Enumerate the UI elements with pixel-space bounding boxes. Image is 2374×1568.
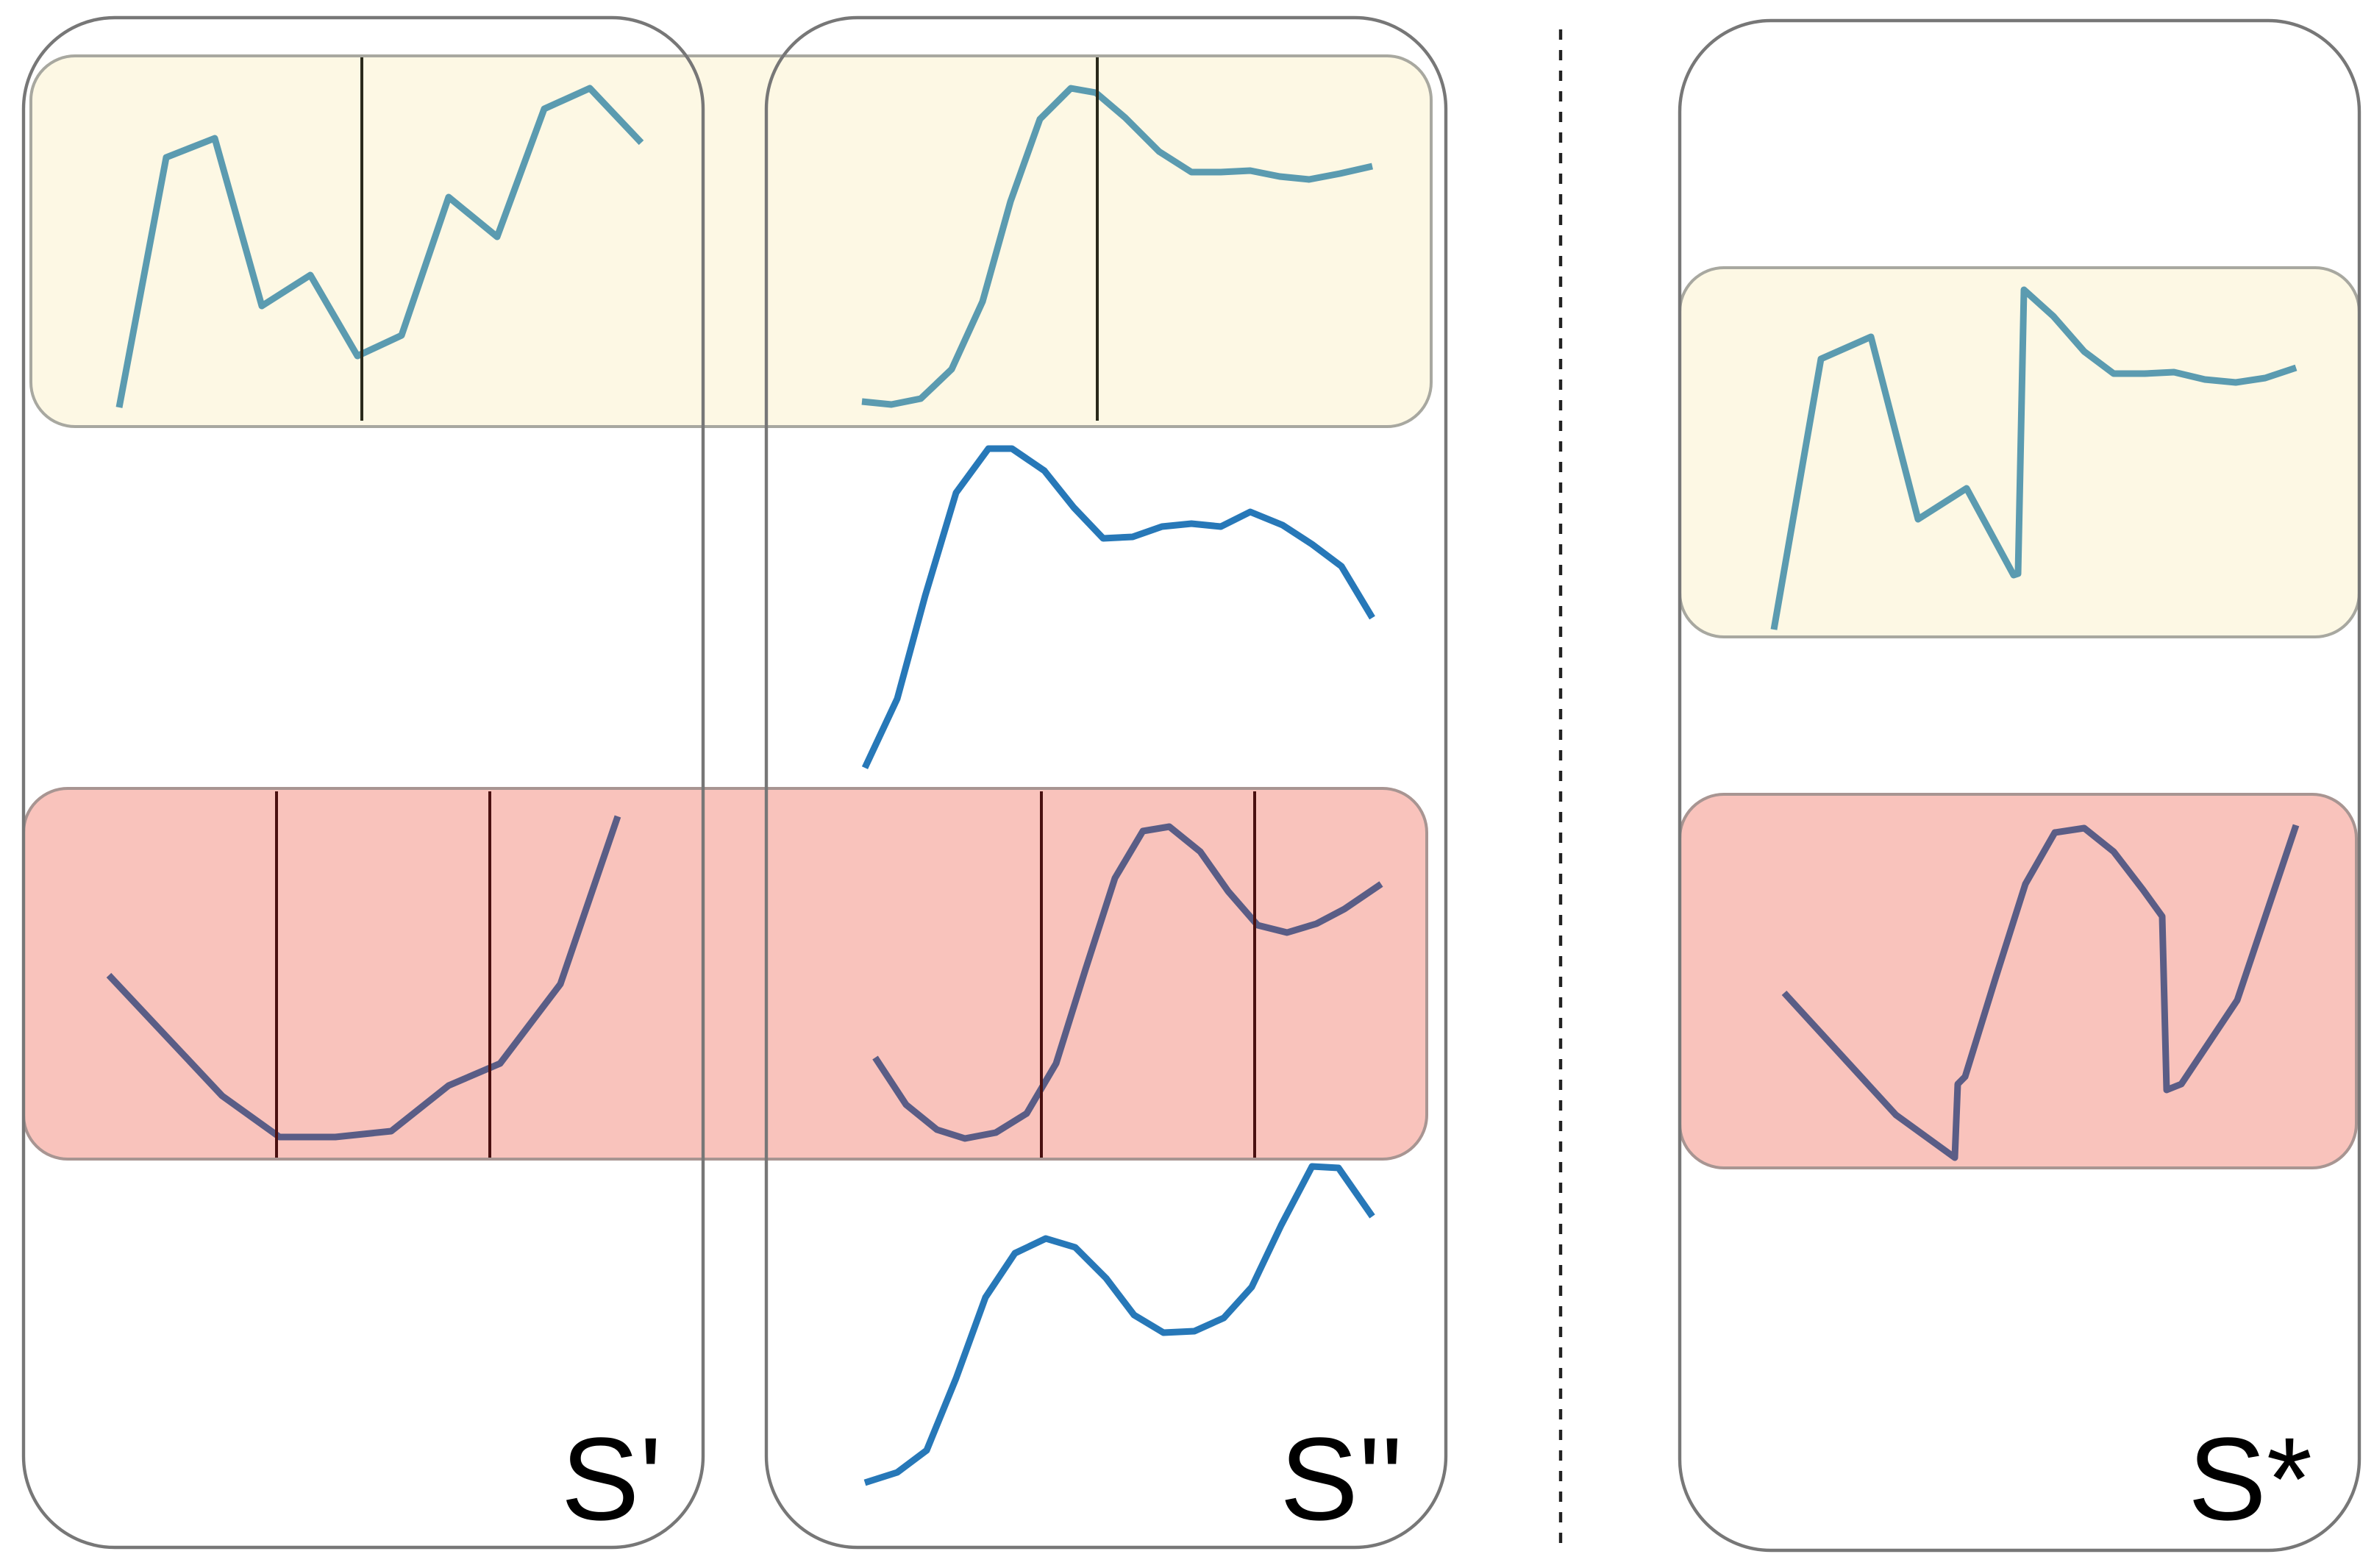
- blue-curve-lower: [863, 1163, 1375, 1486]
- teal-curve-s-star: [1770, 286, 2298, 630]
- purple-curve-s-star: [1781, 824, 2300, 1161]
- purple-curve-s-double-prime: [872, 823, 1383, 1142]
- teal-curve-s-double-prime: [861, 85, 1373, 408]
- panel-s-prime: [21, 15, 705, 1550]
- blue-curve-upper: [861, 445, 1375, 769]
- yellow-band-left: [29, 54, 1433, 428]
- label-s-star: S*: [2188, 1413, 2312, 1544]
- red-band-right: [1678, 793, 2358, 1169]
- panel-s-double-prime: [764, 15, 1448, 1550]
- label-s-double-prime: S'': [1280, 1413, 1403, 1544]
- purple-curve-s-prime: [106, 815, 621, 1141]
- label-s-prime: S': [561, 1413, 662, 1544]
- teal-curve-s-prime: [115, 85, 644, 408]
- panel-s-star: [1678, 18, 2361, 1553]
